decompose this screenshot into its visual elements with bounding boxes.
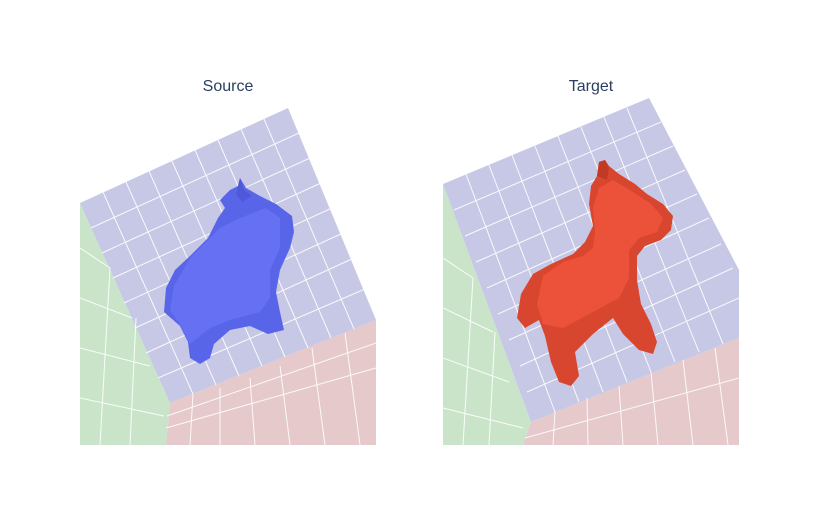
wall-right-plane <box>166 320 376 445</box>
source-3d-plot <box>80 108 376 445</box>
source-mesh-ear <box>236 178 252 202</box>
source-mesh <box>164 178 294 364</box>
target-scene[interactable] <box>443 98 739 445</box>
source-mesh-shade <box>170 208 280 344</box>
wall-left-plane <box>443 184 531 445</box>
target-3d-plot <box>443 98 739 445</box>
target-mesh-highlight <box>537 180 663 328</box>
target-mesh <box>517 160 673 386</box>
source-scene[interactable] <box>80 98 376 445</box>
target-mesh-ear <box>597 160 609 180</box>
target-title: Target <box>568 78 614 95</box>
source-title: Source <box>202 78 254 95</box>
wall-right-plane <box>523 338 739 445</box>
